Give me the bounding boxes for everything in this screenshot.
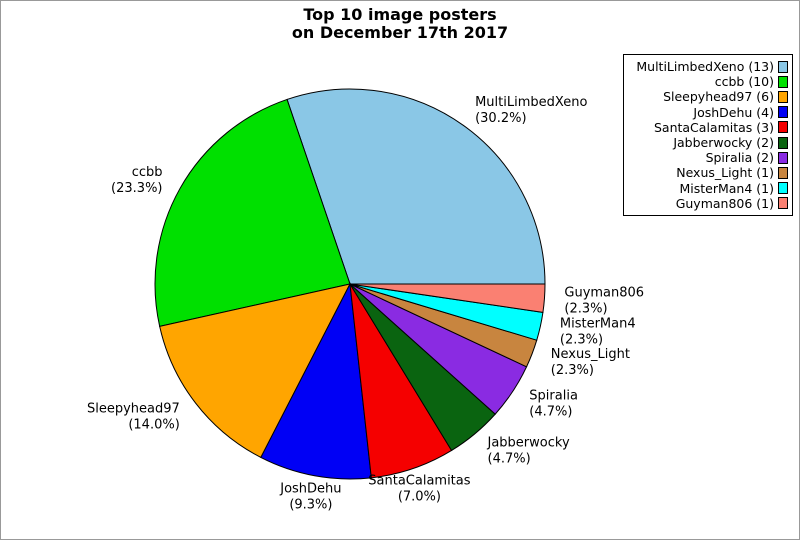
legend-swatch-MisterMan4 — [778, 182, 788, 195]
legend-item-ccbb: ccbb (10) — [626, 74, 788, 89]
pie-slice-Sleepyhead97 — [159, 283, 351, 459]
chart-title-line1: Top 10 image posters — [303, 5, 497, 24]
legend-item-Spiralia: Spiralia (2) — [626, 150, 788, 165]
pie-slice-MultiLimbedXeno — [286, 88, 546, 285]
legend-swatch-Jabberwocky — [778, 136, 788, 149]
legend-swatch-Guyman806 — [778, 197, 788, 210]
legend-item-label: MisterMan4 (1) — [679, 180, 774, 196]
legend-item-label: Guyman806 (1) — [675, 195, 774, 211]
slice-label-name: Spiralia — [529, 389, 578, 404]
legend-item-label: ccbb (10) — [714, 74, 774, 90]
slice-label-name: Nexus_Light — [551, 347, 630, 362]
slice-label-name: SantaCalamitas — [368, 474, 470, 489]
slice-label-Sleepyhead97: Sleepyhead97 (14.0%) — [87, 401, 180, 432]
legend-item-label: MultiLimbedXeno (13) — [636, 59, 774, 74]
slice-label-name: MultiLimbedXeno — [475, 95, 587, 110]
chart-title-line2: on December 17th 2017 — [291, 23, 509, 42]
slice-label-percent: (4.7%) — [529, 405, 572, 420]
slice-label-SantaCalamitas: SantaCalamitas (7.0%) — [368, 474, 470, 505]
slice-label-name: JoshDehu — [279, 481, 341, 496]
slice-label-percent: (9.3%) — [289, 497, 332, 512]
legend-swatch-MultiLimbedXeno — [778, 60, 788, 73]
slice-label-JoshDehu: JoshDehu (9.3%) — [279, 481, 341, 512]
slice-label-Spiralia: Spiralia (4.7%) — [529, 389, 578, 420]
legend-item-SantaCalamitas: SantaCalamitas (3) — [626, 120, 788, 135]
legend-item-Guyman806: Guyman806 (1) — [626, 196, 788, 211]
slice-label-ccbb: ccbb (23.3%) — [111, 165, 162, 196]
slice-label-MultiLimbedXeno: MultiLimbedXeno (30.2%) — [475, 95, 587, 126]
legend-item-Sleepyhead97: Sleepyhead97 (6) — [626, 89, 788, 104]
slice-label-percent: (4.7%) — [488, 451, 531, 466]
chart-title: Top 10 image posters on December 17th 20… — [1, 6, 799, 42]
slice-label-percent: (2.3%) — [560, 333, 603, 348]
slice-label-percent: (2.3%) — [564, 302, 607, 317]
pie-slice-ccbb — [154, 98, 351, 327]
legend-swatch-JoshDehu — [778, 106, 788, 119]
slice-label-name: ccbb — [132, 165, 163, 180]
legend-item-MultiLimbedXeno: MultiLimbedXeno (13) — [626, 59, 788, 74]
slice-label-Nexus_Light: Nexus_Light (2.3%) — [551, 347, 630, 378]
pie-slice-JoshDehu — [260, 282, 372, 480]
slice-label-percent: (7.0%) — [398, 490, 441, 505]
legend-swatch-Sleepyhead97 — [778, 90, 788, 103]
legend: MultiLimbedXeno (13) ccbb (10) Sleepyhead9… — [623, 54, 793, 216]
slice-label-Jabberwocky: Jabberwocky (4.7%) — [487, 435, 570, 466]
legend-swatch-SantaCalamitas — [778, 121, 788, 134]
slice-label-percent: (14.0%) — [128, 417, 179, 432]
legend-item-label: Nexus_Light (1) — [676, 165, 774, 181]
legend-item-Jabberwocky: Jabberwocky (2) — [626, 135, 788, 150]
slice-label-name: Jabberwocky — [487, 435, 570, 450]
pie-slice-Guyman806 — [349, 283, 546, 313]
slice-label-name: Guyman806 — [564, 286, 644, 301]
slice-label-name: MisterMan4 — [560, 317, 636, 332]
legend-swatch-ccbb — [778, 75, 788, 88]
legend-item-label: Sleepyhead97 (6) — [663, 89, 774, 105]
legend-item-label: Spiralia (2) — [705, 150, 774, 166]
legend-item-Nexus_Light: Nexus_Light (1) — [626, 165, 788, 180]
slice-label-name: Sleepyhead97 — [87, 401, 180, 416]
legend-item-label: SantaCalamitas (3) — [653, 119, 774, 135]
slice-label-MisterMan4: MisterMan4 (2.3%) — [560, 317, 636, 348]
legend-item-JoshDehu: JoshDehu (4) — [626, 105, 788, 120]
slice-label-percent: (30.2%) — [475, 111, 526, 126]
slice-label-percent: (23.3%) — [111, 181, 162, 196]
legend-item-label: JoshDehu (4) — [693, 104, 774, 120]
legend-swatch-Spiralia — [778, 151, 788, 164]
slice-label-Guyman806: Guyman806 (2.3%) — [564, 286, 644, 317]
legend-swatch-Nexus_Light — [778, 166, 788, 179]
legend-item-label: Jabberwocky (2) — [673, 134, 774, 150]
slice-label-percent: (2.3%) — [551, 363, 594, 378]
legend-item-MisterMan4: MisterMan4 (1) — [626, 181, 788, 196]
